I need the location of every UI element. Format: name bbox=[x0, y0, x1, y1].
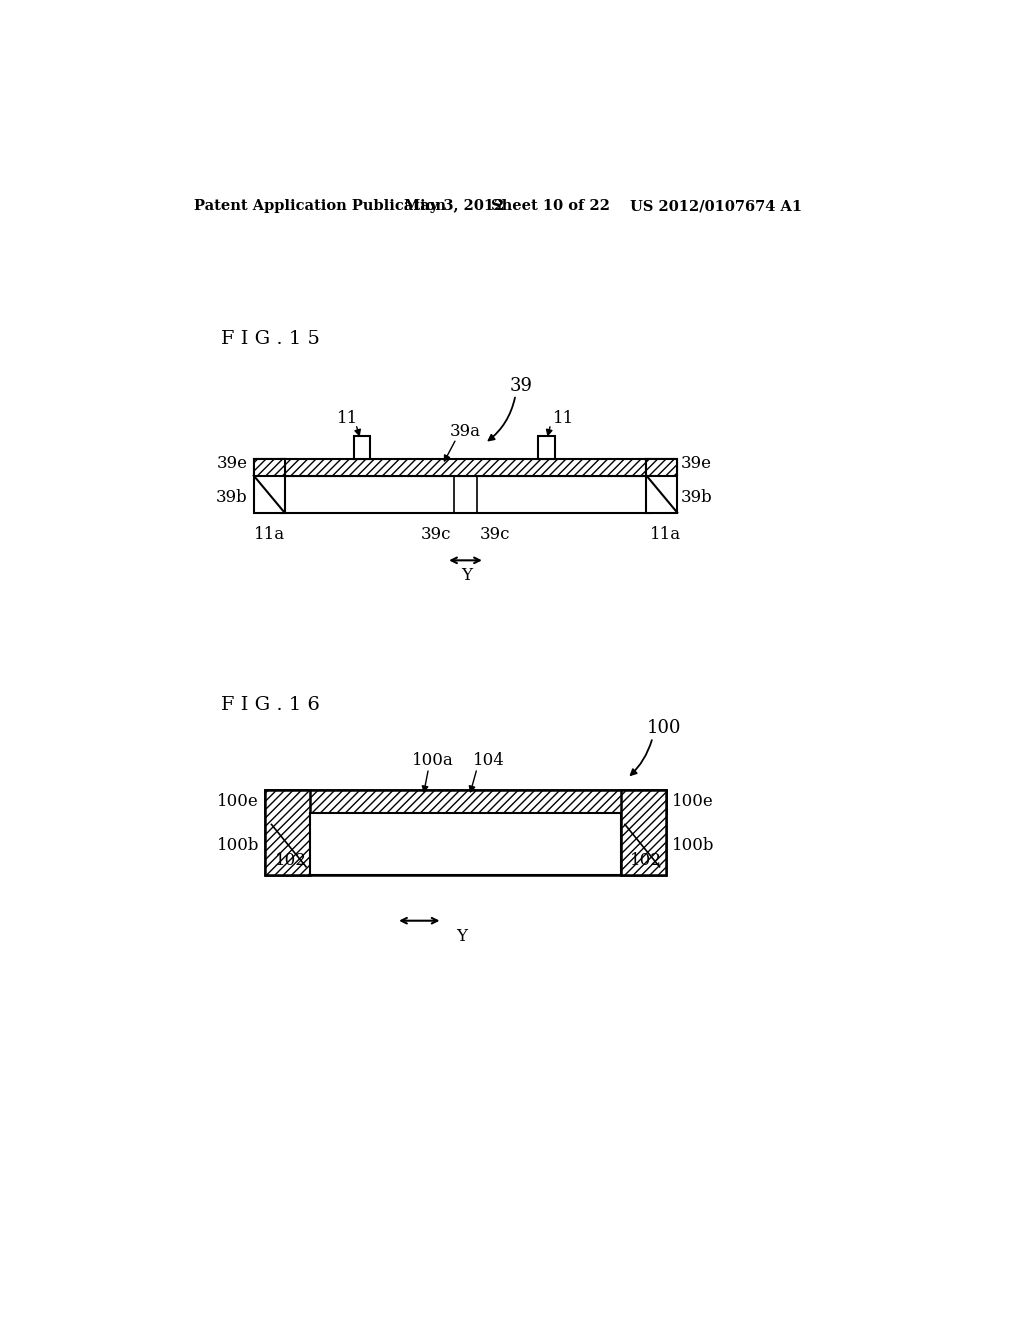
Text: 102: 102 bbox=[274, 853, 306, 869]
Text: 39c: 39c bbox=[480, 525, 511, 543]
Text: 102: 102 bbox=[631, 853, 663, 869]
Bar bbox=[254, 459, 285, 475]
Bar bbox=[265, 789, 666, 813]
Text: 39: 39 bbox=[509, 376, 532, 395]
Text: 39a: 39a bbox=[451, 424, 481, 441]
Text: May 3, 2012: May 3, 2012 bbox=[403, 199, 504, 213]
Text: 100b: 100b bbox=[217, 837, 259, 854]
Text: 100e: 100e bbox=[217, 793, 259, 810]
Bar bbox=[265, 789, 310, 875]
Text: 11: 11 bbox=[553, 411, 574, 428]
Bar bbox=[646, 459, 677, 512]
Text: F I G . 1 6: F I G . 1 6 bbox=[221, 696, 321, 714]
Bar bbox=[254, 459, 285, 512]
Bar bbox=[281, 475, 650, 512]
Bar bbox=[539, 436, 555, 459]
Text: US 2012/0107674 A1: US 2012/0107674 A1 bbox=[630, 199, 802, 213]
Text: 39e: 39e bbox=[217, 455, 248, 471]
Text: F I G . 1 5: F I G . 1 5 bbox=[221, 330, 321, 348]
Text: 100: 100 bbox=[646, 719, 681, 737]
Text: 39b: 39b bbox=[681, 488, 713, 506]
Bar bbox=[310, 813, 621, 875]
Bar bbox=[281, 459, 650, 475]
Text: 104: 104 bbox=[473, 752, 505, 770]
Text: 11a: 11a bbox=[254, 525, 285, 543]
Text: 11: 11 bbox=[337, 411, 358, 428]
Text: 11a: 11a bbox=[650, 525, 681, 543]
Text: 100b: 100b bbox=[672, 837, 715, 854]
Text: Sheet 10 of 22: Sheet 10 of 22 bbox=[490, 199, 610, 213]
Bar bbox=[265, 789, 666, 875]
Text: Y: Y bbox=[462, 568, 472, 585]
Text: 39c: 39c bbox=[421, 525, 451, 543]
Bar bbox=[621, 789, 666, 875]
Text: Y: Y bbox=[456, 928, 467, 945]
Bar bbox=[646, 459, 677, 475]
Text: 100e: 100e bbox=[672, 793, 714, 810]
Text: Patent Application Publication: Patent Application Publication bbox=[194, 199, 445, 213]
Text: 39b: 39b bbox=[216, 488, 248, 506]
Text: 39e: 39e bbox=[681, 455, 712, 471]
Text: 100a: 100a bbox=[412, 752, 454, 770]
Bar bbox=[353, 436, 371, 459]
